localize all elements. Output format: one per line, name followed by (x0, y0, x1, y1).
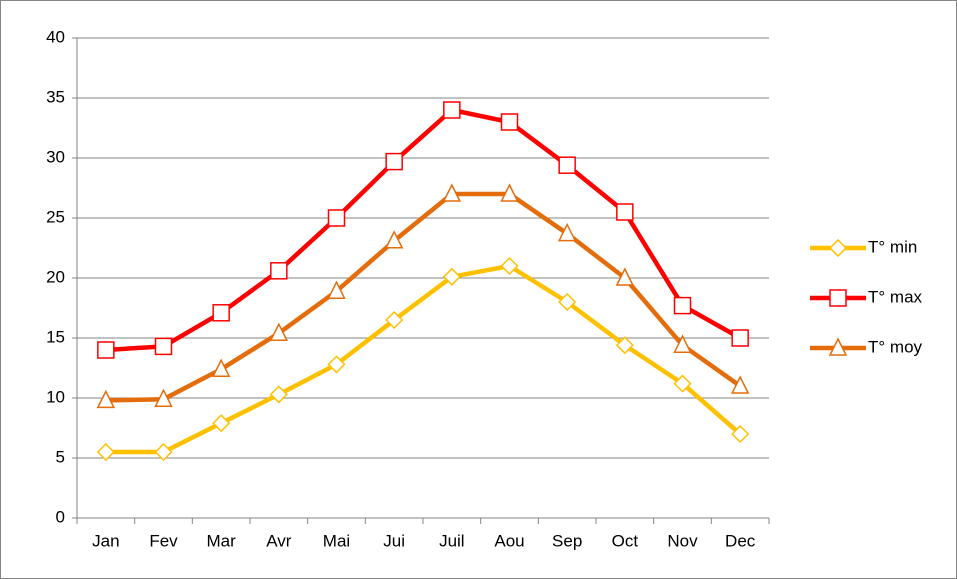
y-tick-label: 5 (56, 447, 65, 466)
marker (385, 152, 403, 171)
y-tick-label: 30 (46, 147, 65, 166)
marker (154, 442, 173, 462)
marker (731, 329, 749, 347)
marker (384, 230, 404, 249)
x-tick-label: Dec (725, 531, 756, 550)
marker (500, 183, 519, 202)
marker (154, 388, 173, 407)
x-tick-label: Mai (323, 531, 350, 550)
x-tick-label: Sep (552, 531, 582, 550)
x-tick-label: Mar (207, 531, 237, 550)
marker (731, 424, 750, 444)
x-tick-label: Jan (92, 531, 119, 550)
legend-label: T° moy (868, 337, 923, 356)
marker (154, 337, 173, 356)
marker (500, 113, 519, 131)
marker (828, 238, 848, 258)
series-line (105, 191, 742, 403)
marker (96, 389, 116, 409)
x-tick-label: Avr (266, 531, 292, 550)
marker (615, 267, 635, 286)
marker (212, 304, 230, 322)
marker (270, 262, 288, 280)
y-tick-label: 10 (46, 387, 65, 406)
marker (442, 183, 462, 202)
marker (673, 296, 692, 315)
marker (557, 222, 577, 242)
marker (558, 292, 577, 312)
marker (616, 203, 634, 221)
series-line (105, 263, 742, 455)
y-tick-label: 0 (56, 507, 65, 526)
legend-label: T° max (868, 287, 923, 306)
marker (829, 289, 847, 307)
marker (615, 336, 634, 355)
x-tick-label: Nov (667, 531, 698, 550)
marker (443, 101, 461, 119)
x-tick-label: Jui (383, 531, 405, 550)
series-line (105, 107, 742, 353)
marker (96, 442, 115, 462)
marker (828, 337, 848, 356)
marker (385, 310, 404, 330)
x-tick-label: Oct (612, 531, 639, 550)
y-tick-label: 20 (46, 267, 65, 286)
marker (212, 414, 231, 433)
marker (327, 209, 346, 227)
legend-label: T° min (868, 237, 917, 256)
marker (558, 156, 576, 174)
marker (500, 256, 519, 276)
y-tick-label: 25 (46, 207, 65, 226)
y-tick-label: 15 (46, 327, 65, 346)
marker (673, 374, 692, 393)
marker (211, 358, 231, 377)
marker (269, 385, 288, 404)
marker (97, 341, 115, 359)
marker (673, 334, 692, 353)
y-tick-label: 35 (46, 87, 65, 106)
x-tick-label: Aou (494, 531, 524, 550)
y-tick-label: 40 (46, 27, 65, 46)
marker (327, 355, 346, 374)
x-tick-label: Fev (149, 531, 178, 550)
marker (269, 322, 289, 341)
marker (327, 280, 346, 299)
marker (730, 375, 750, 394)
x-tick-label: Juil (439, 531, 465, 550)
marker (442, 267, 461, 286)
